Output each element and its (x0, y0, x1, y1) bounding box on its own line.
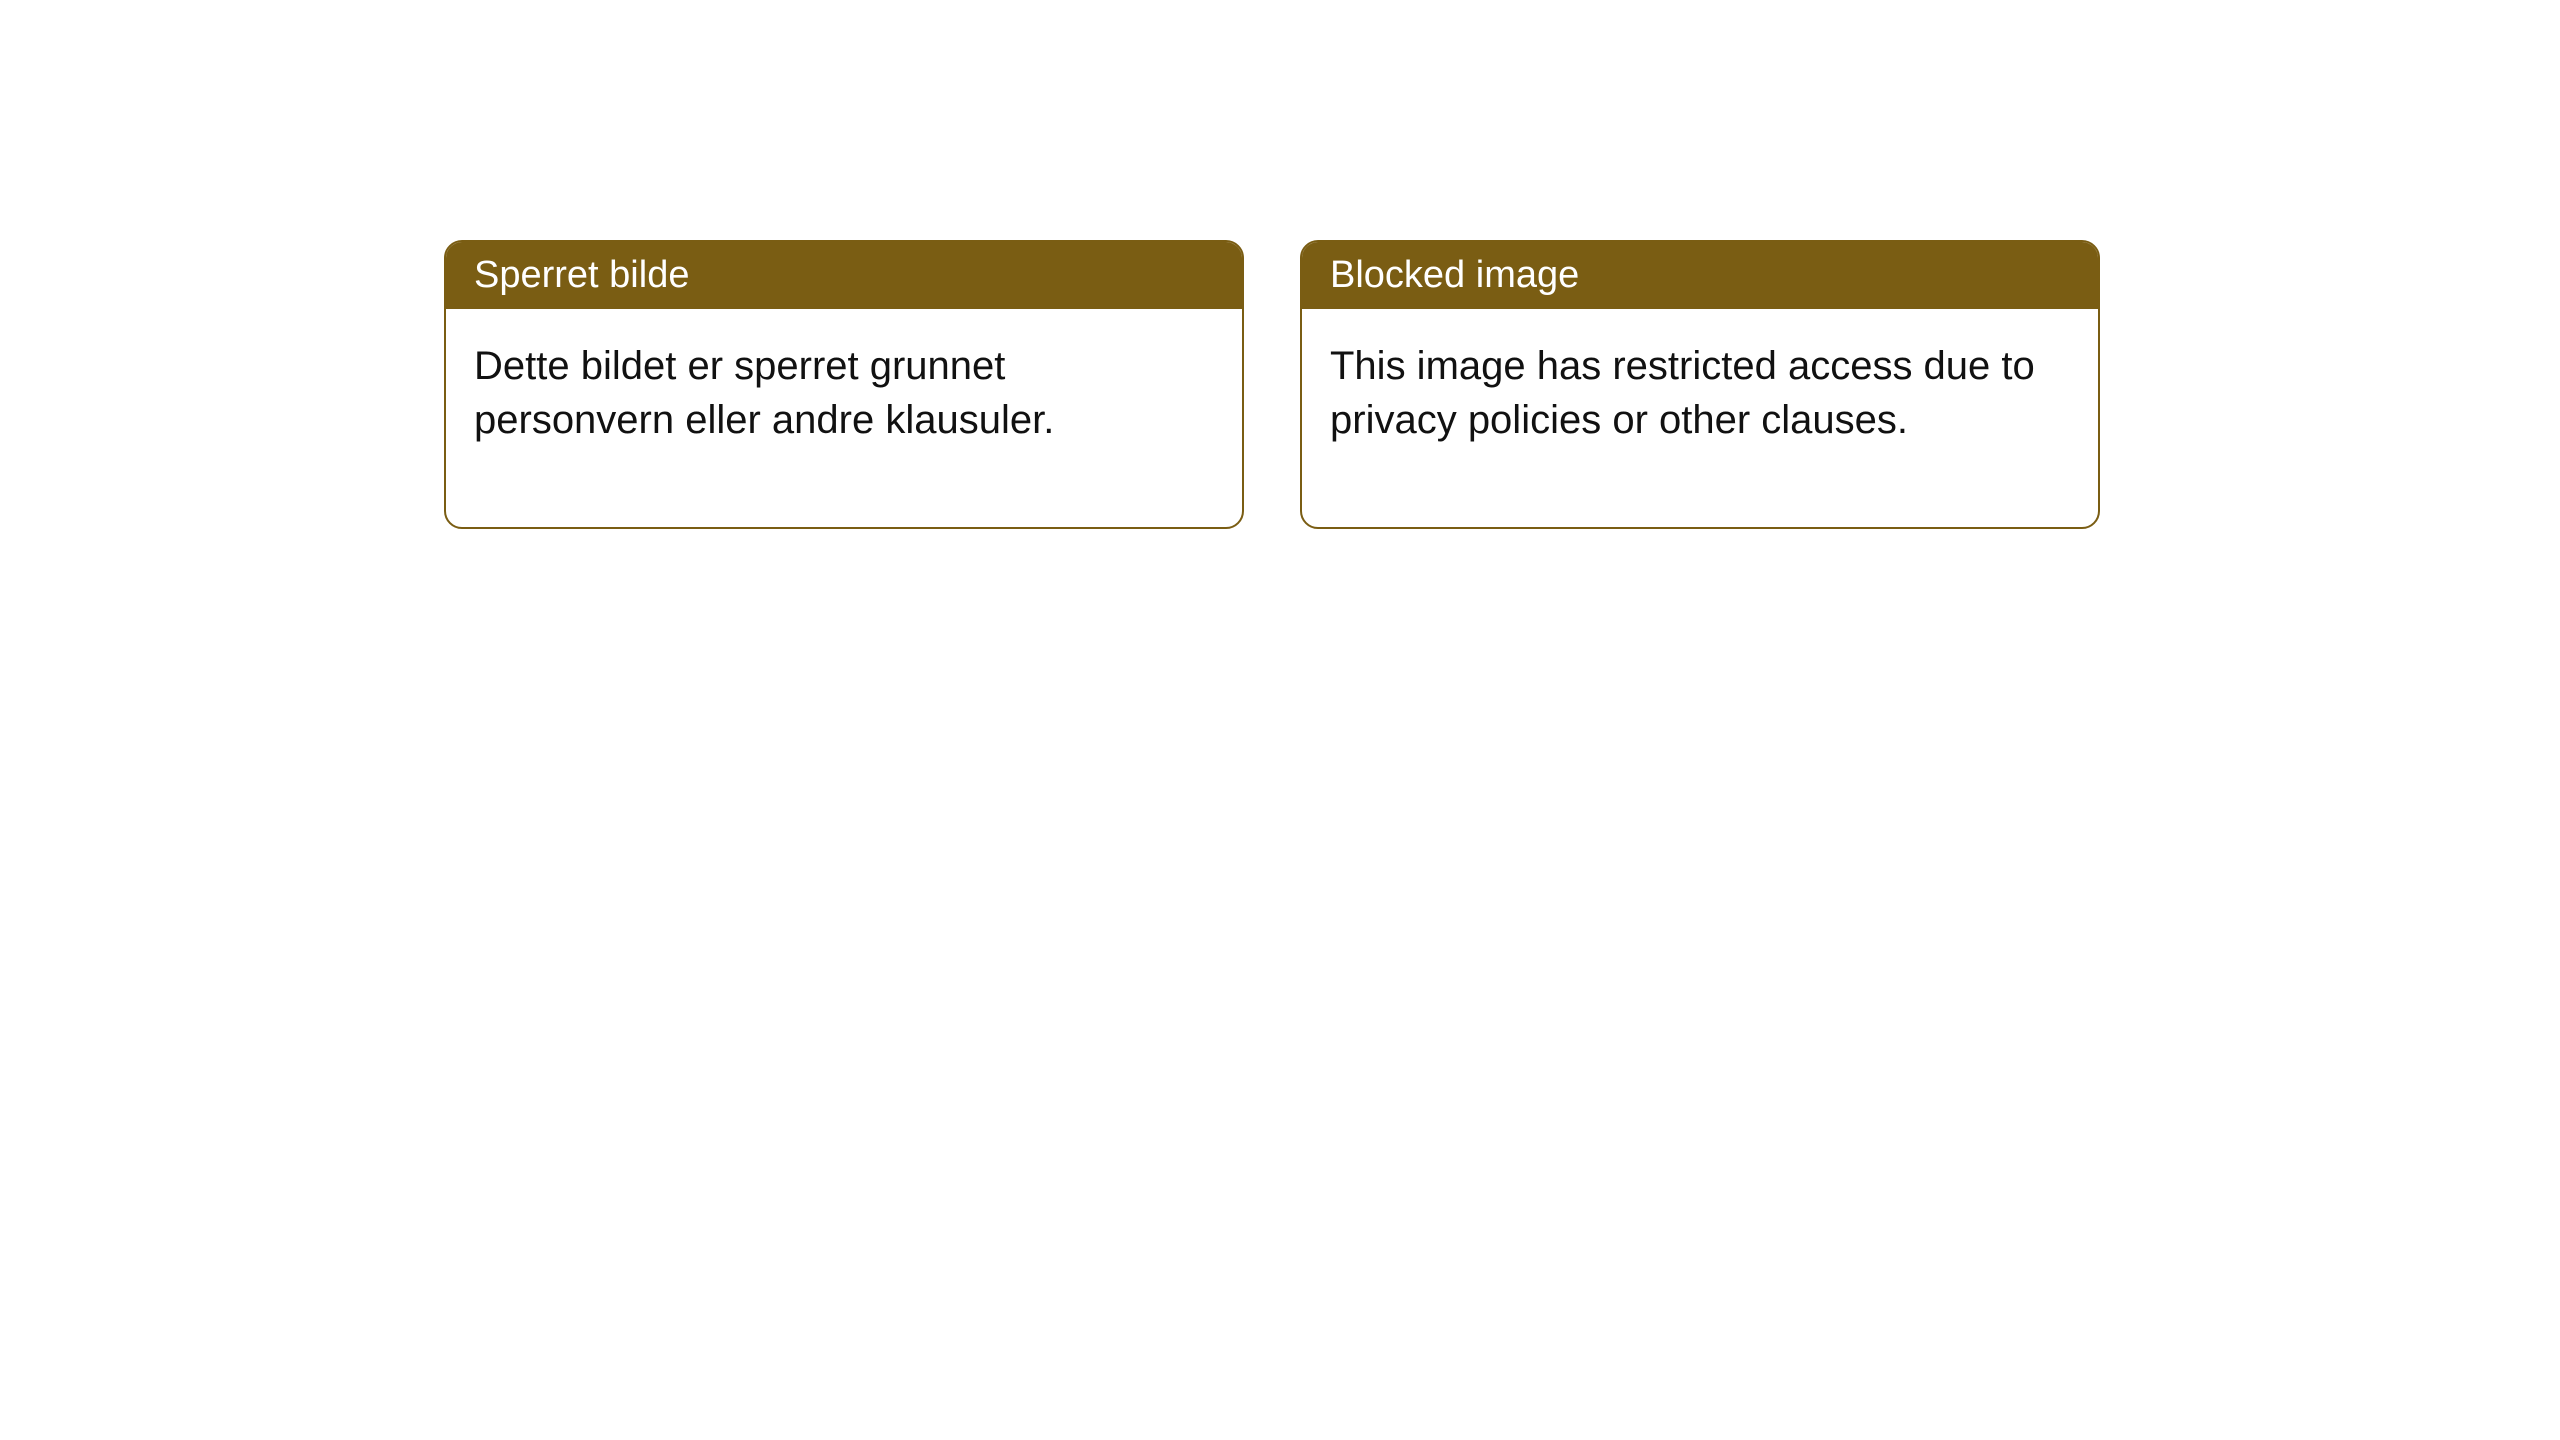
card-body: This image has restricted access due to … (1302, 309, 2098, 527)
card-body: Dette bildet er sperret grunnet personve… (446, 309, 1242, 527)
notice-card-english: Blocked image This image has restricted … (1300, 240, 2100, 529)
card-title: Blocked image (1302, 242, 2098, 309)
notice-cards-row: Sperret bilde Dette bildet er sperret gr… (0, 0, 2560, 529)
notice-card-norwegian: Sperret bilde Dette bildet er sperret gr… (444, 240, 1244, 529)
card-title: Sperret bilde (446, 242, 1242, 309)
